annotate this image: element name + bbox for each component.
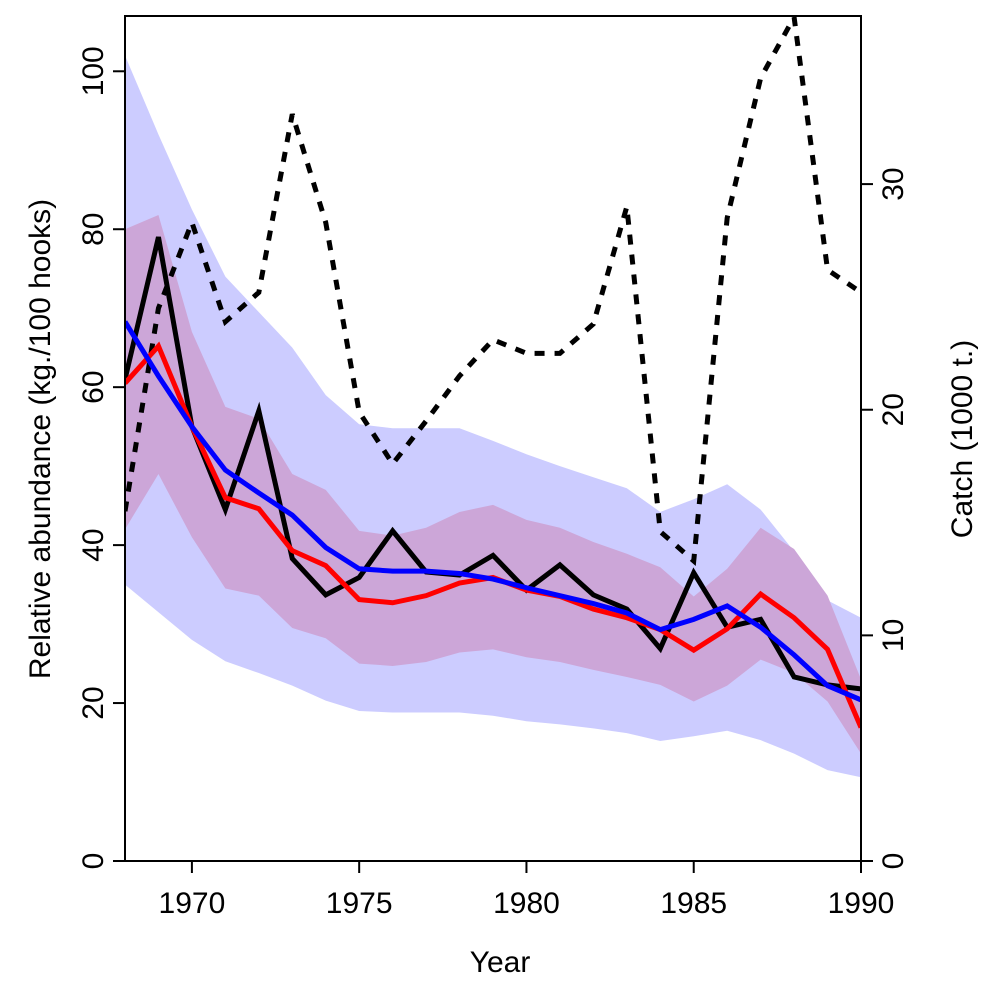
y-tick-label: 100 (77, 46, 110, 96)
x-axis: 1970 1975 1980 1985 1990 (159, 861, 895, 920)
y-tick-label: 0 (77, 853, 110, 870)
y-axis-right: 0 10 20 30 (861, 167, 910, 869)
x-tick-label: 1970 (159, 887, 226, 920)
y-tick-label: 60 (77, 370, 110, 403)
y-axis-title: Relative abundance (kg./100 hooks) (24, 199, 57, 679)
y-tick-label: 80 (77, 213, 110, 246)
observed-abundance-line (125, 236, 861, 692)
y-tick-label: 40 (77, 528, 110, 561)
y2-tick-label: 10 (877, 619, 910, 652)
confidence-bands (125, 55, 861, 778)
series-lines (125, 16, 861, 729)
y2-tick-label: 20 (877, 393, 910, 426)
blue-fit-line (125, 320, 861, 703)
x-tick-label: 1980 (493, 887, 560, 920)
inner-interval-band (125, 215, 861, 754)
y2-tick-label: 30 (877, 167, 910, 200)
x-axis-title: Year (470, 946, 531, 979)
plot-frame (124, 15, 862, 862)
y-tick-label: 20 (77, 686, 110, 719)
x-tick-label: 1990 (828, 887, 895, 920)
y-axis-left: 0 20 40 60 80 100 (77, 46, 125, 869)
x-tick-label: 1975 (326, 887, 393, 920)
y2-axis-title: Catch (1000 t.) (946, 340, 979, 538)
y2-tick-label: 0 (877, 853, 910, 870)
x-tick-label: 1985 (660, 887, 727, 920)
